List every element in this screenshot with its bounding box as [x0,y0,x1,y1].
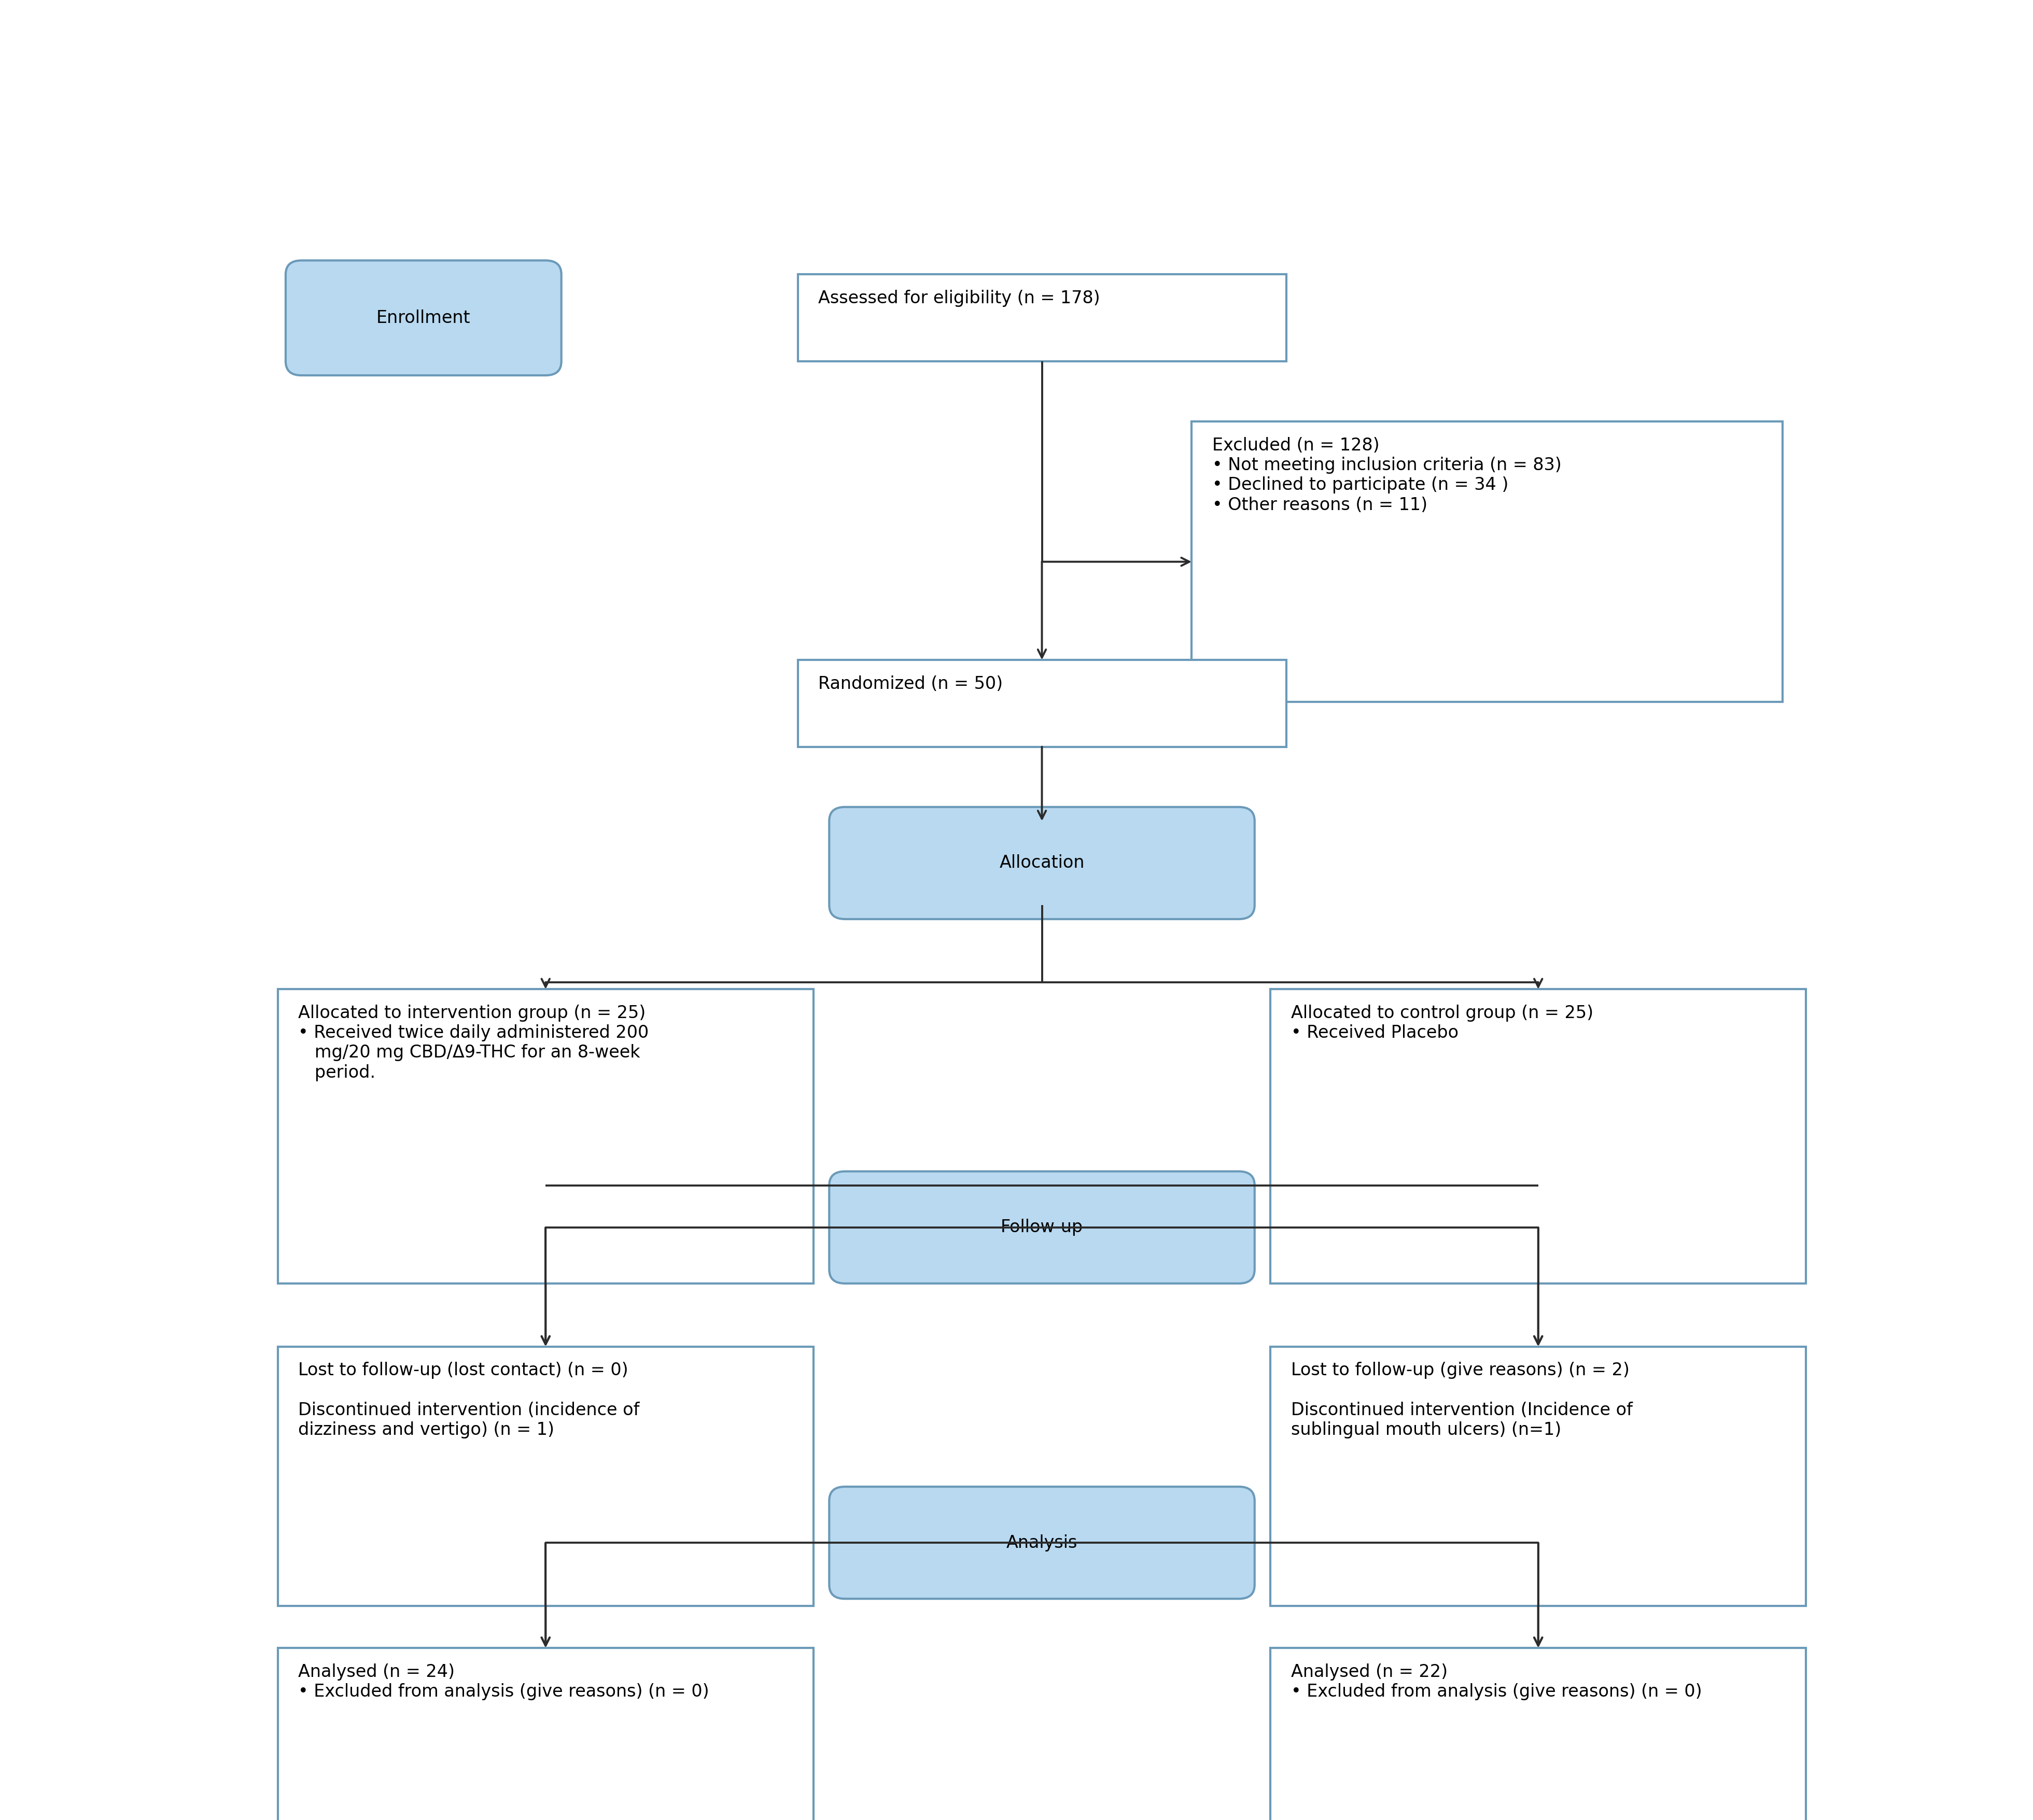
FancyBboxPatch shape [1191,422,1783,703]
Text: Enrollment: Enrollment [376,309,470,326]
FancyBboxPatch shape [829,1487,1254,1598]
FancyBboxPatch shape [279,1347,813,1605]
Text: Allocated to intervention group (n = 25)
• Received twice daily administered 200: Allocated to intervention group (n = 25)… [299,1005,649,1081]
Text: Analysed (n = 22)
• Excluded from analysis (give reasons) (n = 0): Analysed (n = 22) • Excluded from analys… [1291,1663,1702,1700]
FancyBboxPatch shape [797,661,1287,746]
FancyBboxPatch shape [1271,990,1805,1283]
Text: Allocated to control group (n = 25)
• Received Placebo: Allocated to control group (n = 25) • Re… [1291,1005,1594,1041]
FancyBboxPatch shape [285,260,561,375]
Text: Randomized (n = 50): Randomized (n = 50) [817,675,1002,692]
FancyBboxPatch shape [1271,1347,1805,1605]
Text: Follow-up: Follow-up [1000,1219,1084,1236]
FancyBboxPatch shape [797,275,1287,362]
Text: Lost to follow-up (give reasons) (n = 2)

Discontinued intervention (Incidence o: Lost to follow-up (give reasons) (n = 2)… [1291,1361,1632,1438]
FancyBboxPatch shape [279,1647,813,1820]
Text: Analysed (n = 24)
• Excluded from analysis (give reasons) (n = 0): Analysed (n = 24) • Excluded from analys… [299,1663,710,1700]
Text: Analysis: Analysis [1006,1534,1077,1551]
Text: Excluded (n = 128)
• Not meeting inclusion criteria (n = 83)
• Declined to parti: Excluded (n = 128) • Not meeting inclusi… [1212,437,1561,513]
FancyBboxPatch shape [1271,1647,1805,1820]
Text: Assessed for eligibility (n = 178): Assessed for eligibility (n = 178) [817,289,1100,308]
FancyBboxPatch shape [829,1172,1254,1283]
Text: Allocation: Allocation [1000,855,1084,872]
FancyBboxPatch shape [279,990,813,1283]
Text: Lost to follow-up (lost contact) (n = 0)

Discontinued intervention (incidence o: Lost to follow-up (lost contact) (n = 0)… [299,1361,640,1438]
FancyBboxPatch shape [829,806,1254,919]
